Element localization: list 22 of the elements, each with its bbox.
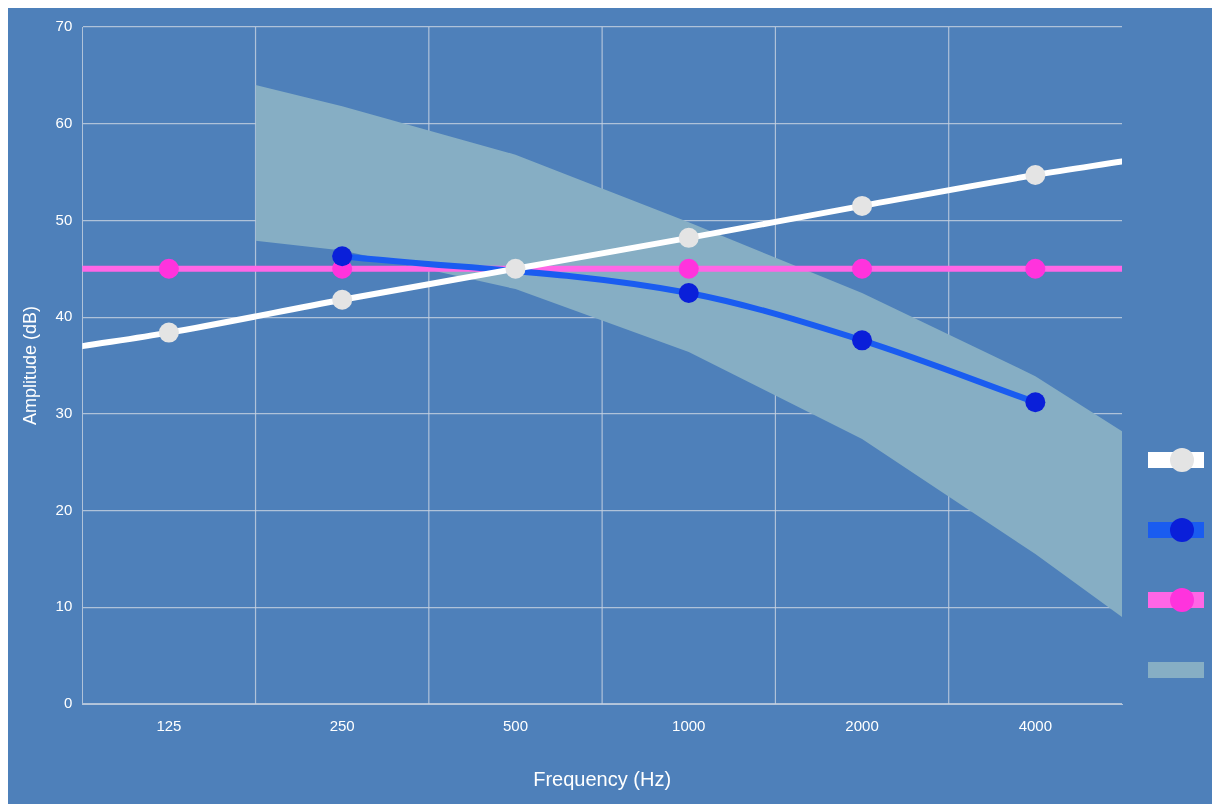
y-tick-label: 0 <box>63 694 73 712</box>
y-tick-label: 70 <box>55 17 73 35</box>
point <box>332 289 353 310</box>
y-tick-label: 20 <box>55 500 73 518</box>
y-tick-label: 50 <box>55 210 73 228</box>
x-tick-label: 1000 <box>672 717 706 735</box>
point <box>158 322 179 343</box>
point <box>852 195 873 216</box>
x-tick-label: 125 <box>156 717 182 735</box>
y-tick-label: 40 <box>55 307 73 325</box>
x-axis-title: Frequency (Hz) <box>533 767 672 790</box>
x-tick-label: 4000 <box>1018 717 1053 735</box>
y-axis-title: Amplitude (dB) <box>19 305 40 426</box>
x-tick-label: 500 <box>502 717 528 735</box>
y-tick-label: 60 <box>55 113 73 131</box>
point <box>678 227 699 248</box>
x-tick-label: 250 <box>329 717 355 735</box>
y-tick-label: 30 <box>55 404 73 421</box>
point <box>505 258 526 279</box>
point <box>1025 164 1046 185</box>
y-tick-label: 10 <box>55 597 73 615</box>
x-tick-label: 2000 <box>845 717 879 735</box>
